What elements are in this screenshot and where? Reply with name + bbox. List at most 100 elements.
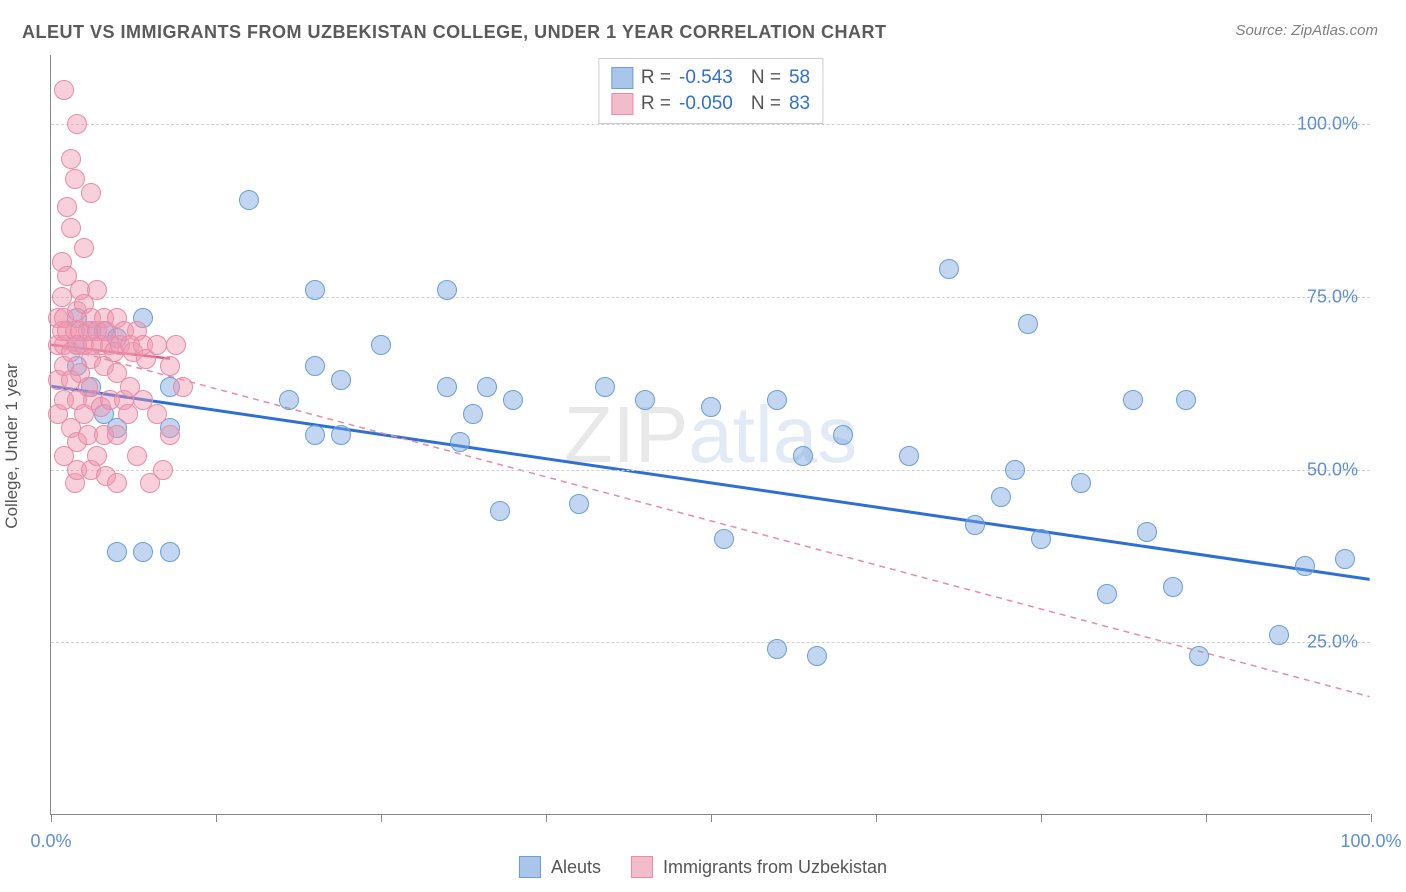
data-point [160,356,180,376]
legend-label: Immigrants from Uzbekistan [663,857,887,878]
data-point [147,404,167,424]
data-point [714,529,734,549]
stat-r-label: R = [641,93,671,115]
data-point [899,446,919,466]
stats-legend-row: R = -0.543 N = 58 [611,65,810,91]
legend-label: Aleuts [551,857,601,878]
stats-legend-box: R = -0.543 N = 58 R = -0.050 N = 83 [598,58,823,124]
data-point [635,390,655,410]
legend-item: Aleuts [519,856,601,878]
data-point [331,370,351,390]
data-point [595,377,615,397]
data-point [463,404,483,424]
data-point [991,487,1011,507]
data-point [503,390,523,410]
data-point [1295,556,1315,576]
data-point [450,432,470,452]
legend-swatch [611,67,633,89]
xtick-mark [381,814,382,822]
data-point [1137,522,1157,542]
xtick-mark [876,814,877,822]
data-point [107,542,127,562]
ytick-label: 100.0% [1297,114,1358,135]
data-point [793,446,813,466]
data-point [87,280,107,300]
xtick-mark [711,814,712,822]
data-point [74,238,94,258]
series-legend: Aleuts Immigrants from Uzbekistan [519,856,887,878]
data-point [147,335,167,355]
data-point [160,425,180,445]
data-point [305,356,325,376]
data-point [939,259,959,279]
data-point [477,377,497,397]
y-axis-label: College, Under 1 year [2,363,22,528]
data-point [54,80,74,100]
stat-r-label: R = [641,67,671,89]
data-point [701,397,721,417]
data-point [305,425,325,445]
data-point [305,280,325,300]
chart-title: ALEUT VS IMMIGRANTS FROM UZBEKISTAN COLL… [22,22,887,43]
stat-n-value: 58 [789,67,810,89]
watermark-part1: ZIP [564,390,688,479]
data-point [1031,529,1051,549]
data-point [1005,460,1025,480]
xtick-mark [546,814,547,822]
legend-swatch [631,856,653,878]
data-point [1176,390,1196,410]
data-point [1335,549,1355,569]
ytick-label: 25.0% [1307,632,1358,653]
stat-r-value: -0.543 [679,67,733,89]
data-point [107,473,127,493]
correlation-chart: ALEUT VS IMMIGRANTS FROM UZBEKISTAN COLL… [0,0,1406,892]
legend-swatch [611,93,633,115]
xtick-mark [1371,814,1372,822]
data-point [1189,646,1209,666]
data-point [437,280,457,300]
xtick-label: 100.0% [1340,831,1401,852]
xtick-label: 0.0% [30,831,71,852]
data-point [437,377,457,397]
data-point [371,335,391,355]
data-point [1018,314,1038,334]
data-point [166,335,186,355]
stats-legend-row: R = -0.050 N = 83 [611,91,810,117]
data-point [767,639,787,659]
data-point [239,190,259,210]
gridline-h [51,642,1370,643]
data-point [107,425,127,445]
xtick-mark [216,814,217,822]
data-point [153,460,173,480]
data-point [965,515,985,535]
data-point [1269,625,1289,645]
ytick-label: 50.0% [1307,459,1358,480]
data-point [1097,584,1117,604]
data-point [807,646,827,666]
data-point [57,197,77,217]
data-point [1071,473,1091,493]
ytick-label: 75.0% [1307,286,1358,307]
data-point [173,377,193,397]
data-point [833,425,853,445]
stat-n-label: N = [751,93,781,115]
data-point [61,149,81,169]
data-point [67,114,87,134]
gridline-h [51,124,1370,125]
data-point [569,494,589,514]
legend-item: Immigrants from Uzbekistan [631,856,887,878]
data-point [490,501,510,521]
plot-area: ZIPatlas R =-0.543N =58R =-0.050N =83 25… [50,55,1370,815]
gridline-h [51,470,1370,471]
stat-n-label: N = [751,67,781,89]
stat-r-value: -0.050 [679,93,733,115]
data-point [61,218,81,238]
data-point [87,446,107,466]
xtick-mark [51,814,52,822]
data-point [279,390,299,410]
stat-n-value: 83 [789,93,810,115]
data-point [118,404,138,424]
data-point [81,183,101,203]
xtick-mark [1041,814,1042,822]
data-point [767,390,787,410]
